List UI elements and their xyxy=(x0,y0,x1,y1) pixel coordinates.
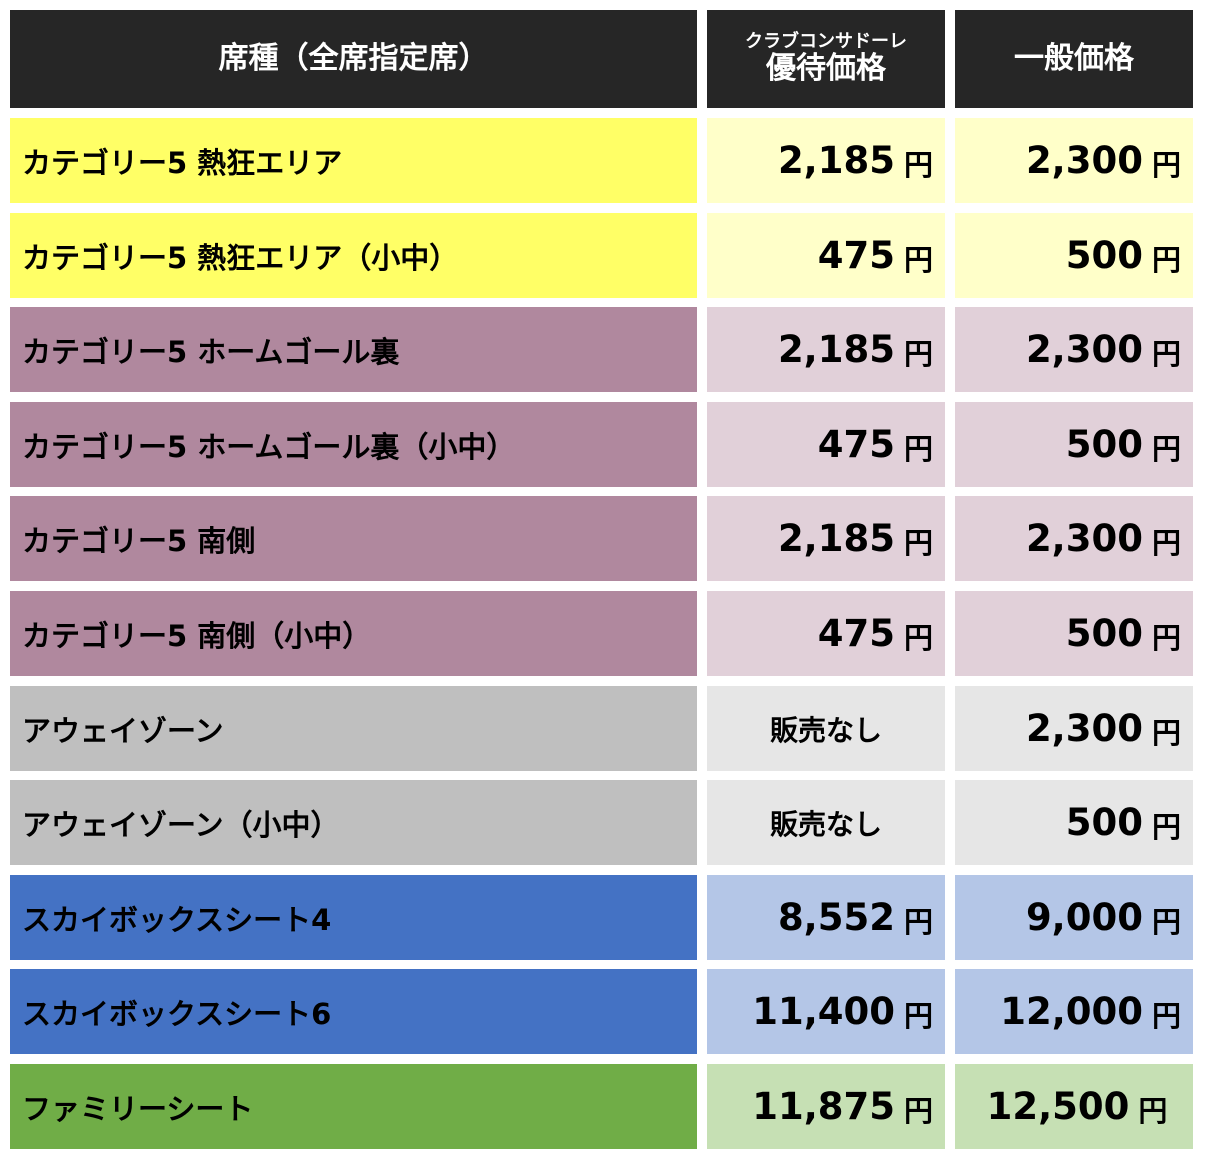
member-price-value: 11,875 xyxy=(752,1085,895,1128)
header-seat-type: 席種（全席指定席） xyxy=(10,10,697,108)
member-price-value: 8,552 xyxy=(777,896,895,939)
yen-unit: 円 xyxy=(1151,620,1181,655)
member-price-cell: 2,185 円 xyxy=(707,118,945,203)
general-price-cell: 12,500 円 xyxy=(955,1064,1193,1149)
member-price-cell: 475 円 xyxy=(707,402,945,487)
yen-unit: 円 xyxy=(903,620,933,655)
seat-type-cell: カテゴリー5 熱狂エリア xyxy=(10,118,697,203)
yen-unit: 円 xyxy=(903,242,933,277)
yen-unit: 円 xyxy=(1151,242,1181,277)
general-price-value: 500 xyxy=(1065,423,1143,466)
yen-unit: 円 xyxy=(903,1093,933,1128)
yen-unit: 円 xyxy=(903,336,933,371)
seat-type-cell: アウェイゾーン（小中） xyxy=(10,780,697,865)
header-member-price: クラブコンサドーレ 優待価格 xyxy=(707,10,945,108)
member-price-value: 11,400 xyxy=(752,990,895,1033)
yen-unit: 円 xyxy=(903,904,933,939)
seat-type-cell: スカイボックスシート4 xyxy=(10,875,697,960)
general-price-value: 12,500 xyxy=(986,1085,1130,1128)
member-price-cell: 11,400 円 xyxy=(707,969,945,1054)
seat-type-cell: ファミリーシート xyxy=(10,1064,697,1149)
general-price-value: 2,300 xyxy=(1025,328,1143,371)
yen-unit: 円 xyxy=(1151,904,1181,939)
general-price-cell: 2,300 円 xyxy=(955,307,1193,392)
yen-unit: 円 xyxy=(903,998,933,1033)
seat-type-cell: カテゴリー5 ホームゴール裏（小中） xyxy=(10,402,697,487)
member-price-not-available: 販売なし xyxy=(707,686,945,771)
general-price-cell: 12,000 円 xyxy=(955,969,1193,1054)
member-price-cell: 475 円 xyxy=(707,591,945,676)
header-general-label: 一般価格 xyxy=(1014,41,1134,76)
seat-type-cell: カテゴリー5 ホームゴール裏 xyxy=(10,307,697,392)
general-price-value: 2,300 xyxy=(1025,707,1143,750)
seat-type-cell: アウェイゾーン xyxy=(10,686,697,771)
yen-unit: 円 xyxy=(1138,1093,1168,1128)
yen-unit: 円 xyxy=(1151,998,1181,1033)
member-price-cell: 11,875 円 xyxy=(707,1064,945,1149)
seat-type-cell: カテゴリー5 熱狂エリア（小中） xyxy=(10,213,697,298)
member-price-value: 2,185 xyxy=(777,517,895,560)
member-price-cell: 8,552 円 xyxy=(707,875,945,960)
general-price-cell: 500 円 xyxy=(955,402,1193,487)
general-price-value: 9,000 xyxy=(1025,896,1143,939)
general-price-cell: 2,300 円 xyxy=(955,496,1193,581)
yen-unit: 円 xyxy=(903,431,933,466)
seat-type-cell: スカイボックスシート6 xyxy=(10,969,697,1054)
member-price-cell: 2,185 円 xyxy=(707,496,945,581)
yen-unit: 円 xyxy=(903,525,933,560)
general-price-cell: 500 円 xyxy=(955,591,1193,676)
general-price-cell: 500 円 xyxy=(955,780,1193,865)
yen-unit: 円 xyxy=(1151,431,1181,466)
member-price-cell: 475 円 xyxy=(707,213,945,298)
general-price-cell: 2,300 円 xyxy=(955,118,1193,203)
general-price-cell: 2,300 円 xyxy=(955,686,1193,771)
yen-unit: 円 xyxy=(903,147,933,182)
yen-unit: 円 xyxy=(1151,525,1181,560)
general-price-value: 500 xyxy=(1065,234,1143,277)
general-price-value: 500 xyxy=(1065,801,1143,844)
general-price-value: 500 xyxy=(1065,612,1143,655)
yen-unit: 円 xyxy=(1151,715,1181,750)
general-price-value: 12,000 xyxy=(1000,990,1143,1033)
member-price-value: 475 xyxy=(817,234,895,277)
yen-unit: 円 xyxy=(1151,147,1181,182)
header-member-sub-label: クラブコンサドーレ xyxy=(745,31,907,52)
member-price-value: 2,185 xyxy=(777,139,895,182)
seat-type-cell: カテゴリー5 南側（小中） xyxy=(10,591,697,676)
header-general-price: 一般価格 xyxy=(955,10,1193,108)
general-price-value: 2,300 xyxy=(1025,517,1143,560)
member-price-value: 475 xyxy=(817,423,895,466)
general-price-cell: 500 円 xyxy=(955,213,1193,298)
member-price-value: 475 xyxy=(817,612,895,655)
general-price-cell: 9,000 円 xyxy=(955,875,1193,960)
member-price-cell: 2,185 円 xyxy=(707,307,945,392)
yen-unit: 円 xyxy=(1151,809,1181,844)
yen-unit: 円 xyxy=(1151,336,1181,371)
member-price-value: 2,185 xyxy=(777,328,895,371)
seat-type-cell: カテゴリー5 南側 xyxy=(10,496,697,581)
header-seat-type-label: 席種（全席指定席） xyxy=(218,41,489,76)
header-member-main-label: 優待価格 xyxy=(766,51,886,86)
member-price-not-available: 販売なし xyxy=(707,780,945,865)
general-price-value: 2,300 xyxy=(1025,139,1143,182)
